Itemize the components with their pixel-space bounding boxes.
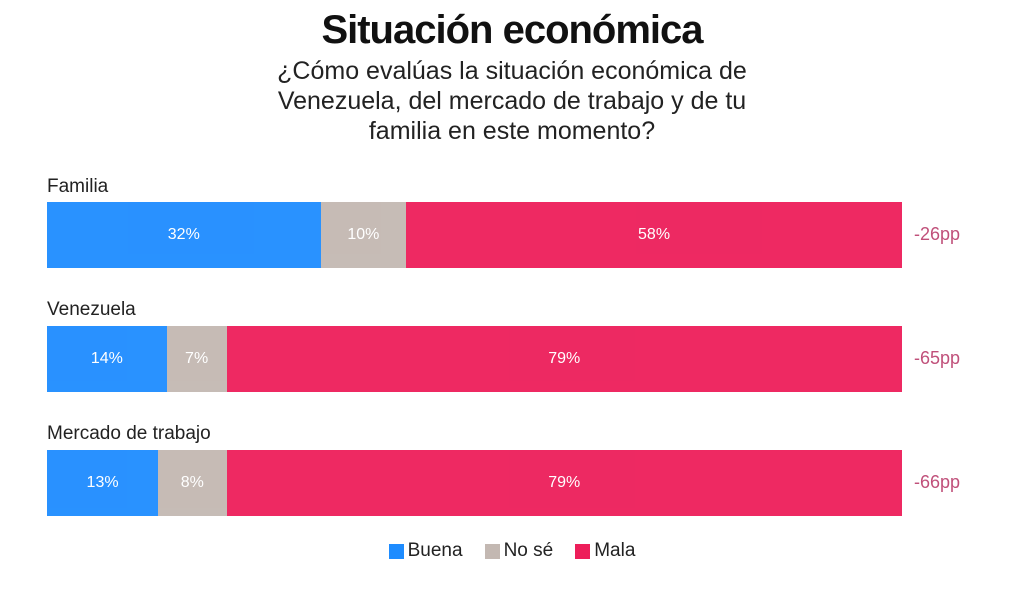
category-label: Venezuela bbox=[47, 299, 136, 320]
net-difference-label: -66pp bbox=[914, 472, 961, 492]
bar-segment-no-se: 10% bbox=[320, 202, 407, 268]
stacked-bar: 32% 10% 58% bbox=[47, 202, 902, 268]
legend-item: Mala bbox=[575, 540, 635, 562]
bar-segment-buena: 13% bbox=[47, 450, 159, 516]
bar-segment-mala: 79% bbox=[226, 326, 902, 392]
legend-swatch bbox=[575, 543, 591, 559]
bar-segment-no-se: 8% bbox=[158, 450, 227, 516]
bar-segment-buena: 32% bbox=[47, 202, 321, 268]
bar-segment-mala: 79% bbox=[226, 450, 902, 516]
legend-label: Buena bbox=[407, 540, 463, 561]
legend-swatch bbox=[484, 543, 500, 559]
chart-title: Situación económica bbox=[321, 8, 703, 52]
legend-item: Buena bbox=[388, 540, 463, 562]
legend-label: Mala bbox=[594, 540, 636, 561]
category-label: Familia bbox=[47, 176, 109, 197]
legend: Buena No sé Mala bbox=[0, 540, 1024, 562]
bar-segment-mala: 58% bbox=[406, 202, 902, 268]
legend-label: No sé bbox=[503, 540, 554, 561]
stacked-bar: 13% 8% 79% bbox=[47, 450, 902, 516]
legend-swatch bbox=[388, 543, 404, 559]
net-difference-label: -65pp bbox=[914, 348, 961, 368]
stacked-bar: 14% 7% 79% bbox=[47, 326, 902, 392]
bar-segment-no-se: 7% bbox=[166, 326, 227, 392]
net-difference-label: -26pp bbox=[914, 224, 961, 244]
legend-item: No sé bbox=[484, 540, 554, 562]
chart-subtitle: ¿Cómo evalúas la situación económica de … bbox=[277, 57, 747, 145]
bar-segment-buena: 14% bbox=[47, 326, 167, 392]
category-label: Mercado de trabajo bbox=[47, 423, 211, 444]
